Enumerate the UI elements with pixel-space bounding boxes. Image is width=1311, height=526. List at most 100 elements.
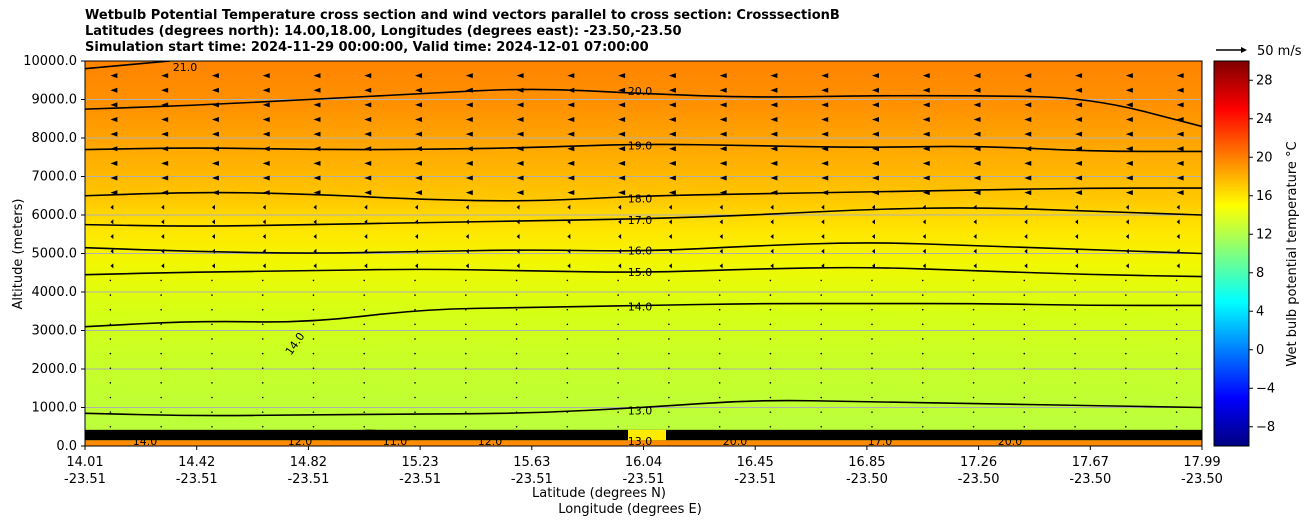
wind-vector-arrow <box>1074 352 1076 355</box>
wind-vector-arrow <box>312 411 315 413</box>
wind-vector-arrow <box>415 117 423 123</box>
wind-vector-arrow <box>668 190 676 196</box>
wind-vector-arrow <box>618 204 622 210</box>
wind-vector-arrow <box>821 102 829 108</box>
wind-vector-arrow <box>515 323 518 326</box>
wind-vector-arrow <box>1125 425 1127 428</box>
wind-vector-arrow <box>261 367 264 370</box>
x-tick-label-lat: 16.04 <box>625 455 662 470</box>
wind-vector-arrow <box>415 131 423 137</box>
wind-vector-arrow <box>211 263 215 269</box>
wind-vector-arrow <box>972 279 975 282</box>
wind-vector-arrow <box>769 382 772 384</box>
wind-vector-arrow <box>1125 396 1127 399</box>
wind-vector-arrow <box>922 248 926 254</box>
wind-vector-arrow <box>1024 102 1032 108</box>
wind-vector-arrow <box>464 352 467 355</box>
wind-vector-arrow <box>415 204 419 210</box>
wind-vector-arrow <box>364 117 372 123</box>
wind-vector-arrow <box>1175 367 1178 370</box>
wind-vector-arrow <box>922 263 926 269</box>
wind-vector-arrow <box>414 308 416 311</box>
wind-vector-arrow <box>312 396 315 399</box>
wind-vector-arrow <box>922 219 926 225</box>
wind-vector-arrow <box>1075 190 1083 196</box>
wind-vector-arrow <box>770 263 774 269</box>
wind-vector-arrow <box>110 175 118 181</box>
wind-vector-arrow <box>262 219 266 225</box>
wind-vector-arrow <box>617 396 619 399</box>
boundary-layer-band <box>85 429 1202 446</box>
wind-vector-arrow <box>1074 411 1076 413</box>
wind-vector-arrow <box>567 160 575 166</box>
wind-vector-arrow <box>516 102 524 108</box>
wind-vector-arrow <box>465 175 473 181</box>
wind-vector-arrow <box>972 323 975 326</box>
wind-vector-arrow <box>110 87 118 93</box>
wind-vector-arrow <box>1125 175 1133 181</box>
wind-vector-arrow <box>567 234 571 240</box>
wind-vector-arrow <box>871 308 873 311</box>
wind-vector-arrow <box>566 382 569 384</box>
wind-vector-arrow <box>567 131 575 137</box>
wind-vector-arrow <box>465 263 469 269</box>
wind-vector-arrow <box>313 219 317 225</box>
wind-vector-arrow <box>1125 117 1133 123</box>
wind-vector-arrow <box>414 411 416 413</box>
wind-vector-arrow <box>769 411 772 413</box>
wind-vector-arrow <box>566 396 569 399</box>
x-axis: 14.01 -23.51 14.42 -23.51 14.82 -23.51 15.23 -2… <box>64 446 1223 487</box>
wind-vector-arrow <box>668 175 676 181</box>
wind-vector-arrow <box>1074 279 1076 282</box>
wind-vector-arrow <box>464 425 467 428</box>
wind-vector-arrow <box>617 411 619 413</box>
wind-vector-arrow <box>109 396 112 399</box>
wind-vector-arrow <box>261 323 264 326</box>
x-tick-label-lon: -23.50 <box>846 472 888 487</box>
wind-vector-arrow <box>871 204 875 210</box>
wind-vector-arrow <box>1125 131 1133 137</box>
wind-vector-arrow <box>718 352 721 355</box>
wind-vector-arrow <box>922 102 930 108</box>
contour-lines: 13.0 14.0 15.0 16.0 17.0 18.0 19.0 20.0 21.0 14.0… <box>85 61 1202 446</box>
wind-vector-arrow <box>414 352 416 355</box>
wind-vector-arrow <box>211 175 219 181</box>
contour-label: 17.0 <box>628 214 653 227</box>
wind-vector-arrow <box>160 323 162 326</box>
wind-vector-arrow <box>617 382 619 384</box>
wind-vector-arrow <box>617 352 619 355</box>
wind-vector-arrow <box>313 175 321 181</box>
wind-vector-arrow <box>668 279 670 282</box>
chart-title-line-1: Wetbulb Potential Temperature cross sect… <box>85 8 840 23</box>
wind-vector-arrow <box>871 279 873 282</box>
wind-vector-arrow <box>769 323 772 326</box>
wind-vector-arrow <box>821 117 829 123</box>
wind-vector-arrow <box>1176 204 1180 210</box>
wind-vector-arrow <box>921 367 924 370</box>
wind-vector-arrow <box>110 234 114 240</box>
wind-vector-arrow <box>415 87 423 93</box>
wind-vector-arrow <box>313 234 317 240</box>
wind-vector-arrow <box>262 102 270 108</box>
wind-vector-arrow <box>922 117 930 123</box>
wind-vector-arrow <box>160 382 162 384</box>
wind-vector-arrow <box>567 146 575 152</box>
wind-vector-arrow <box>618 73 626 79</box>
wind-vector-arrow <box>618 131 626 137</box>
wind-vector-arrow <box>1075 102 1083 108</box>
wind-vector-arrow <box>465 204 469 210</box>
wind-vector-arrow <box>719 146 727 152</box>
wind-vector-arrow <box>973 102 981 108</box>
y-tick-label: 2000.0 <box>32 362 78 377</box>
wind-vector-arrow <box>821 73 829 79</box>
wind-vector-arrow <box>312 323 315 326</box>
wind-vector-arrow <box>414 382 416 384</box>
wind-vector-arrow <box>110 102 118 108</box>
wind-vector-arrow <box>821 204 825 210</box>
wind-vector-arrow <box>160 308 162 311</box>
wind-vector-arrow <box>109 367 112 370</box>
wind-vector-arrow <box>617 279 619 282</box>
wind-vector-arrow <box>415 234 419 240</box>
wind-vector-arrow <box>566 352 569 355</box>
wind-vector-arrow <box>922 175 930 181</box>
